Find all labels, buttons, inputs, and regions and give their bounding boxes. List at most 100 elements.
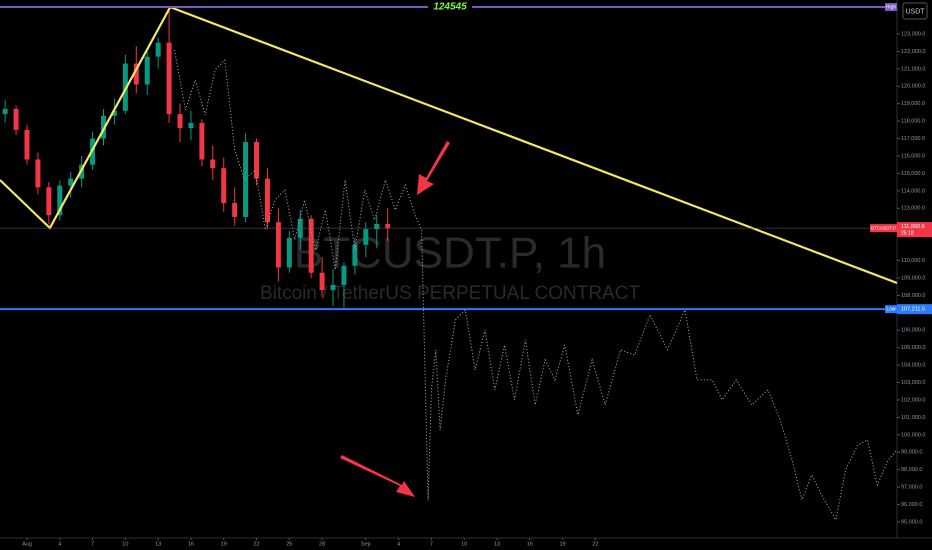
candle-body (232, 203, 238, 217)
candle-body (374, 223, 380, 230)
x-tick-label: 13 (155, 541, 161, 547)
candle-body (177, 114, 183, 129)
y-tick-label: 96,000.0 (901, 502, 922, 508)
candle-body (133, 63, 139, 85)
currency-box[interactable] (902, 2, 928, 20)
marks (0, 5, 898, 522)
y-tick-label: 100,000.0 (901, 432, 925, 438)
candle-body (385, 223, 391, 229)
y-tick-label: 115,000.0 (901, 171, 925, 177)
candle-body (254, 142, 260, 179)
candle-body (101, 115, 107, 139)
x-tick-label: 13 (494, 541, 500, 547)
y-tick-label: 116,000.0 (901, 153, 925, 159)
x-tick-label: 10 (461, 541, 467, 547)
watermark: BTCUSDT.P, 1h Bitcoin / TetherUS PERPETU… (260, 229, 640, 304)
level-tag (885, 305, 897, 314)
level-value-box (428, 1, 472, 14)
y-tick-label: 119,000.0 (901, 101, 925, 107)
y-tick-label: 97,000.0 (901, 485, 922, 491)
candle-body (286, 237, 292, 268)
y-tick-label: 103,000.0 (901, 380, 925, 386)
candle-body (13, 108, 19, 130)
x-tick-label: 28 (319, 541, 325, 547)
level-name: High (886, 4, 897, 10)
currency-label[interactable]: USDT (905, 8, 925, 15)
last-price-tag (897, 222, 932, 238)
candle-body (111, 110, 117, 116)
y-tick-label: 121,000.0 (901, 66, 925, 72)
candle-body (166, 42, 172, 115)
y-tick-label: 110,000.0 (901, 258, 925, 264)
candle-body (341, 265, 347, 285)
x-tick-label: 22 (592, 541, 598, 547)
candle-body (68, 178, 74, 186)
y-tick-label: 118,000.0 (901, 119, 925, 125)
y-tick-label: 98,000.0 (901, 467, 922, 473)
y-tick-label: 123,000.0 (901, 31, 925, 37)
candle-body (308, 218, 314, 273)
x-tick-label: 4 (397, 541, 400, 547)
countdown-label: 25:18 (901, 230, 914, 236)
x-tick-label: 16 (188, 541, 194, 547)
x-tick-label: Aug (22, 541, 32, 547)
x-tick-label: 4 (58, 541, 61, 547)
y-tick-label: 95,000.0 (901, 519, 922, 525)
candle-body (199, 122, 205, 160)
candle-body (210, 159, 216, 169)
candle-body (363, 229, 369, 245)
x-tick-label: 10 (122, 541, 128, 547)
y-tick-label: 108,000.0 (901, 293, 925, 299)
projection-line (174, 49, 898, 522)
x-tick-label: 19 (221, 541, 227, 547)
candle-body (155, 42, 161, 57)
x-tick-label: 25 (286, 541, 292, 547)
y-tick-label: 109,000.0 (901, 275, 925, 281)
x-tick-label: 7 (91, 541, 94, 547)
x-tick-label: 19 (559, 541, 565, 547)
y-tick-label: 113,000.0 (901, 206, 925, 212)
arrow-annotation (417, 141, 450, 195)
candle-body (243, 142, 249, 217)
candle-body (46, 187, 52, 216)
arrow-annotation (340, 455, 415, 497)
candle-body (275, 222, 281, 268)
y-tick-label: 105,000.0 (901, 345, 925, 351)
candle-body (319, 272, 325, 291)
candle-body (330, 284, 336, 291)
candle-body (352, 244, 358, 266)
candle-body (2, 108, 8, 115)
y-tick-label: 104,000.0 (901, 363, 925, 369)
candle-body (221, 168, 227, 204)
level-price: 107,211.5 (901, 307, 925, 313)
candle-body (264, 178, 270, 223)
grid (26, 33, 900, 540)
level-name: Low (886, 306, 896, 312)
symbol-tag (870, 224, 897, 233)
x-tick-label: Sep (361, 541, 371, 547)
y-tick-label: 122,000.0 (901, 49, 925, 55)
trend-line (0, 5, 898, 285)
candle-body (35, 159, 41, 188)
x-tick-label: 7 (430, 541, 433, 547)
y-tick-label: 106,000.0 (901, 328, 925, 334)
y-tick-label: 99,000.0 (901, 450, 922, 456)
y-tick-label: 114,000.0 (901, 188, 925, 194)
candle-body (144, 56, 150, 85)
y-tick-label: 101,000.0 (901, 415, 925, 421)
y-tick-label: 102,000.0 (901, 397, 925, 403)
candle-body (24, 129, 30, 160)
level-tag (885, 3, 897, 12)
level-price-tag (897, 304, 932, 315)
watermark-description: Bitcoin / TetherUS PERPETUAL CONTRACT (260, 283, 640, 304)
y-tick-label: 117,000.0 (901, 136, 925, 142)
x-tick-label: 16 (527, 541, 533, 547)
candle-body (57, 185, 63, 216)
candle-body (188, 122, 194, 129)
y-tick-label: 120,000.0 (901, 84, 925, 90)
x-tick-label: 22 (253, 541, 259, 547)
